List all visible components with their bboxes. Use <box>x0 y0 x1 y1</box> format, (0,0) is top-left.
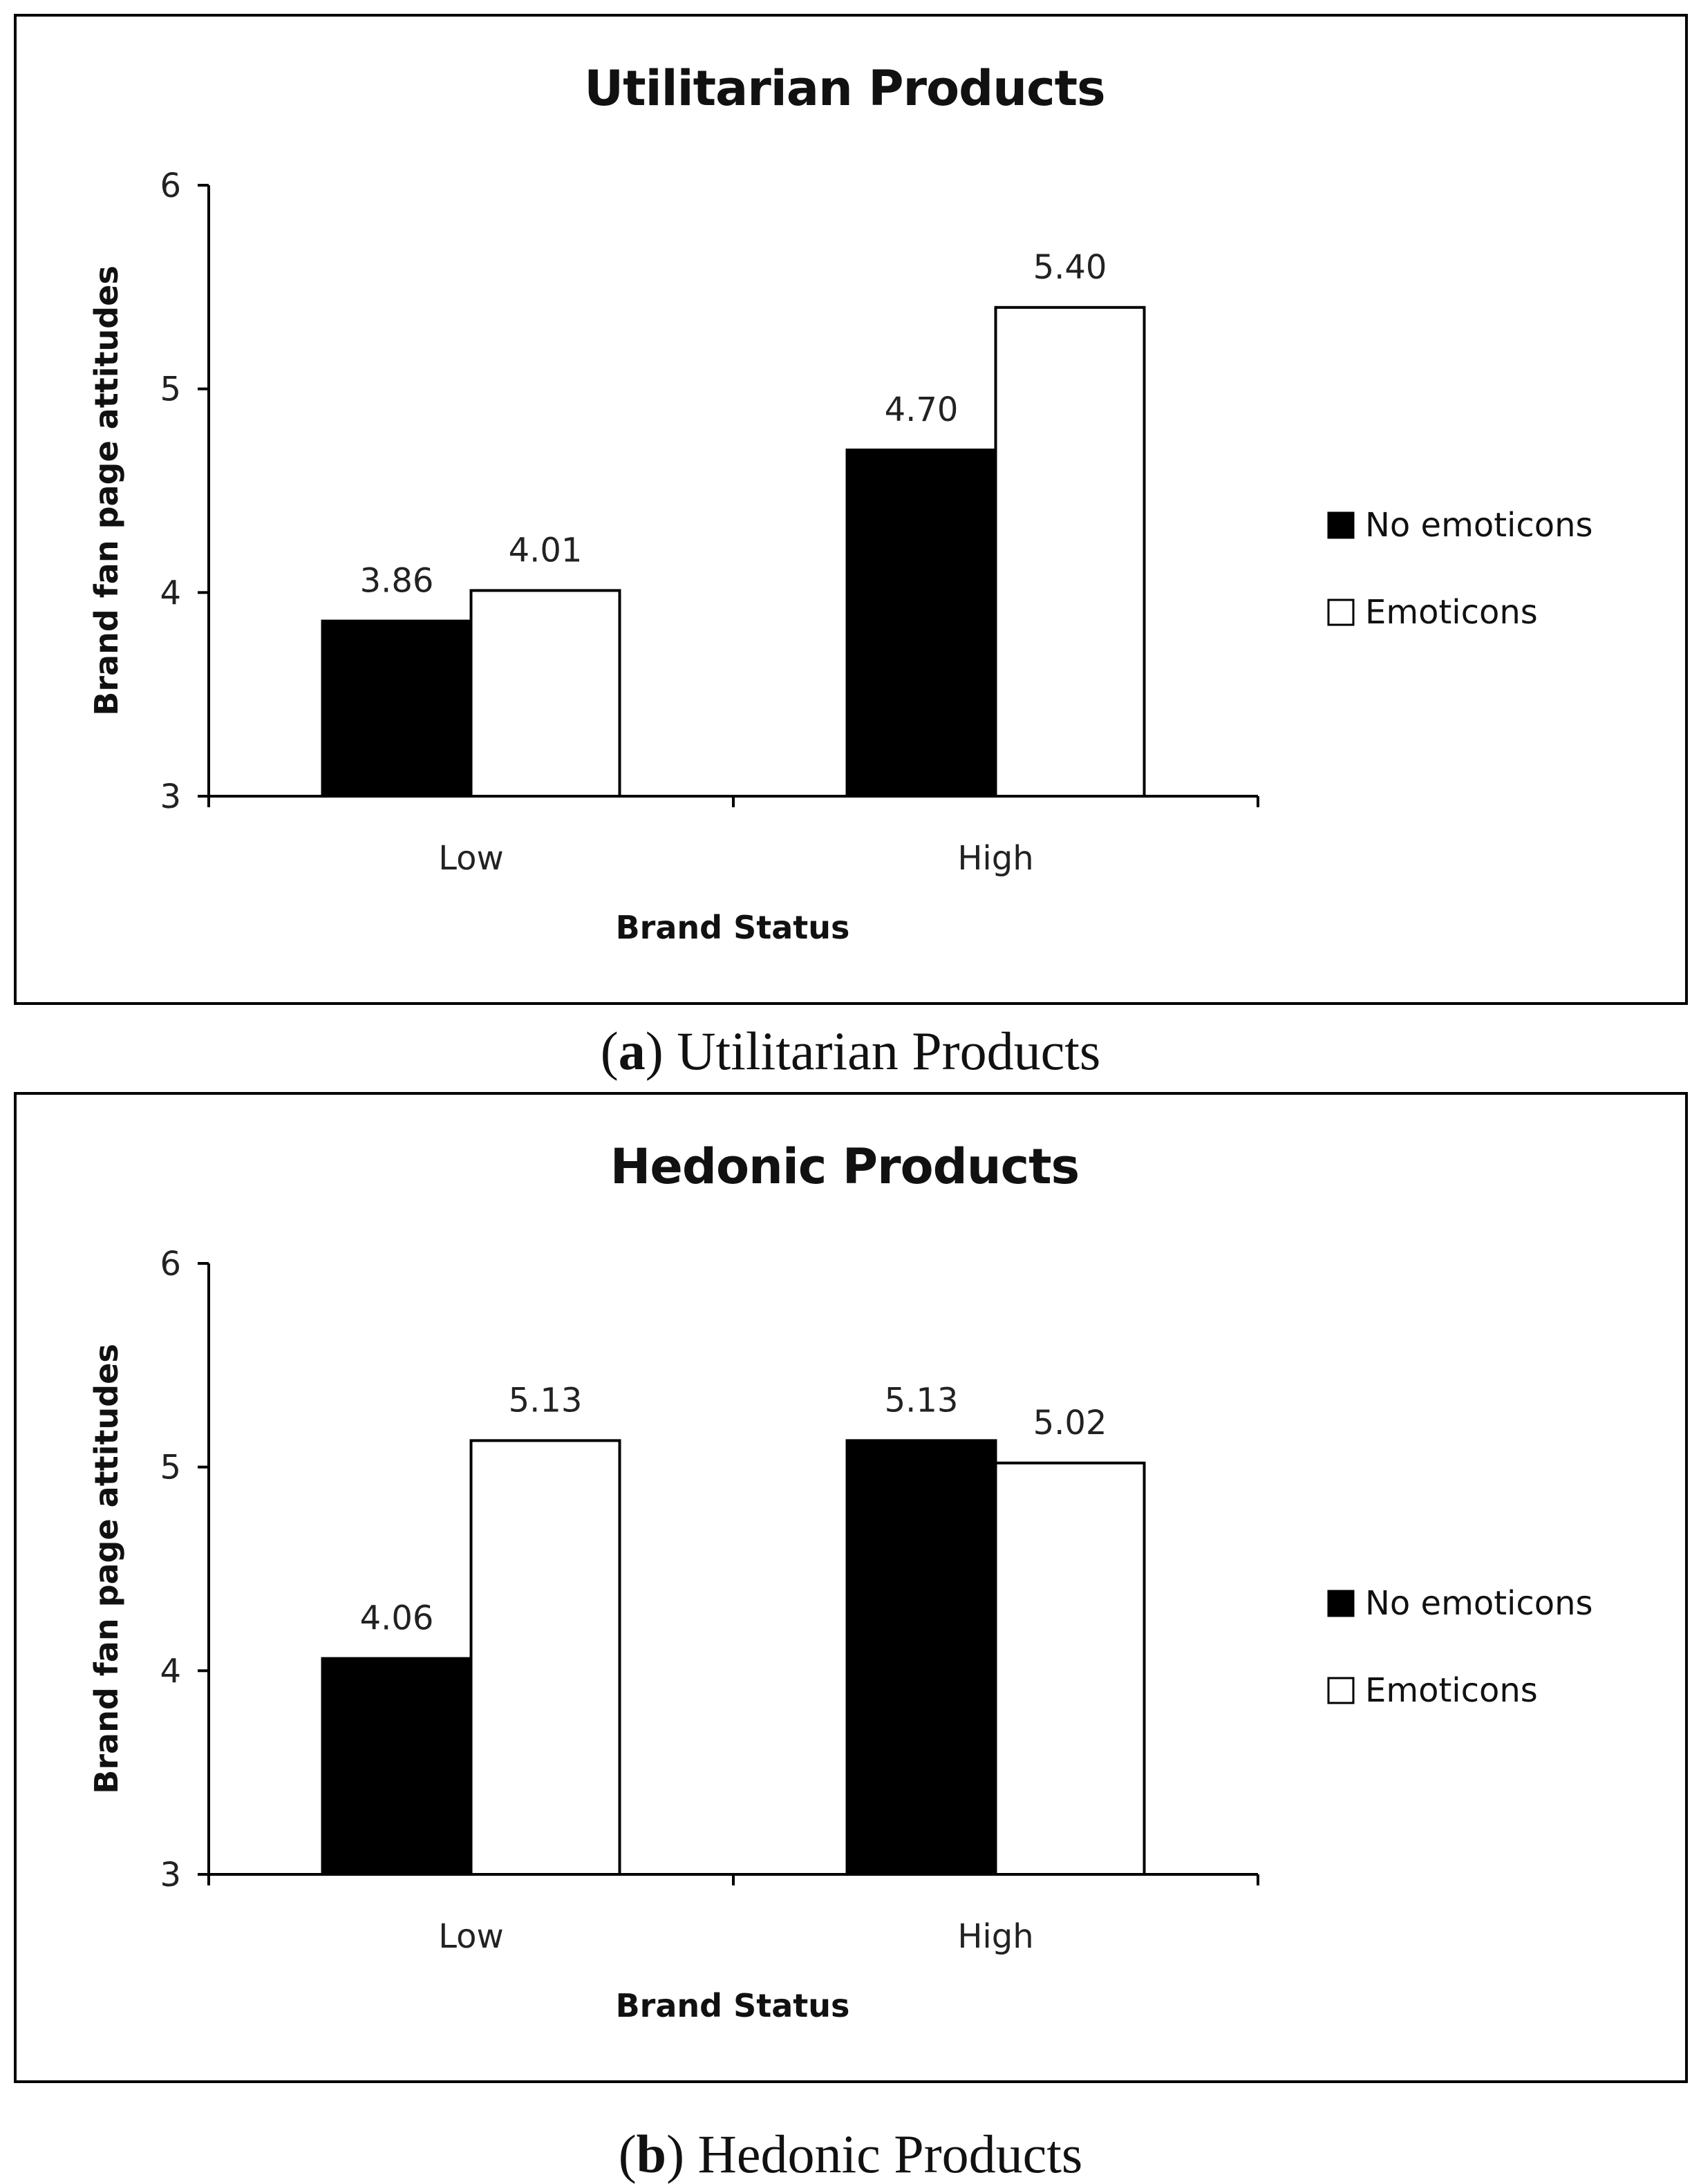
legend-label: No emoticons <box>1365 506 1593 545</box>
bar-emoticons <box>994 305 1146 798</box>
data-label: 4.70 <box>885 390 959 429</box>
data-label: 4.01 <box>509 531 583 569</box>
y-tick-label: 3 <box>160 778 181 816</box>
y-tick-label: 6 <box>160 167 181 205</box>
x-category-label: Low <box>438 1917 504 1956</box>
x-axis-label: Brand Status <box>616 1987 850 2024</box>
x-category-label: High <box>957 839 1033 878</box>
bar-emoticons <box>469 1439 621 1876</box>
caption-text: Hedonic Products <box>697 2124 1083 2184</box>
chart-panel-utilitarian: Utilitarian Products Brand fan page attit… <box>0 0 1701 1064</box>
data-label: 5.13 <box>885 1381 959 1420</box>
y-tick-label: 4 <box>160 574 181 612</box>
data-label: 4.06 <box>360 1599 434 1638</box>
bar-no-emoticons <box>321 1657 473 1876</box>
chart-hedonic: Hedonic Products Brand fan page attitudes… <box>14 1092 1688 2083</box>
legend-label: Emoticons <box>1365 1671 1538 1710</box>
legend-swatch <box>1327 599 1355 626</box>
bar-emoticons <box>994 1461 1146 1876</box>
x-category-label: Low <box>438 839 504 878</box>
chart-title: Utilitarian Products <box>584 60 1105 117</box>
y-tick-label: 5 <box>160 1449 181 1487</box>
y-tick-label: 3 <box>160 1856 181 1894</box>
y-axis-label: Brand fan page attitudes <box>88 265 125 715</box>
caption-letter: a <box>618 1021 646 1081</box>
bar-emoticons <box>469 589 621 798</box>
bar-no-emoticons <box>845 1439 997 1876</box>
y-tick-label: 5 <box>160 370 181 409</box>
legend-swatch <box>1327 1590 1355 1617</box>
x-category-label: High <box>957 1917 1033 1956</box>
figure-caption-a: (a) Utilitarian Products <box>600 1021 1101 1081</box>
legend-swatch <box>1327 511 1355 539</box>
figure-caption-b: (b) Hedonic Products <box>618 2124 1083 2184</box>
chart-panel-hedonic: Hedonic Products Brand fan page attitudes… <box>0 1078 1701 2143</box>
legend-label: No emoticons <box>1365 1584 1593 1623</box>
caption-text: Utilitarian Products <box>677 1021 1101 1081</box>
chart-title: Hedonic Products <box>610 1138 1079 1195</box>
legend-label: Emoticons <box>1365 593 1538 632</box>
bar-no-emoticons <box>321 619 473 798</box>
caption-letter: b <box>636 2124 667 2184</box>
y-axis-label: Brand fan page attitudes <box>88 1344 125 1794</box>
bar-no-emoticons <box>845 449 997 798</box>
x-axis-label: Brand Status <box>616 909 850 946</box>
y-tick-label: 6 <box>160 1245 181 1283</box>
data-label: 5.13 <box>509 1381 583 1420</box>
data-label: 3.86 <box>360 562 434 601</box>
chart-utilitarian: Utilitarian Products Brand fan page attit… <box>14 14 1688 1005</box>
data-label: 5.40 <box>1033 248 1107 287</box>
y-tick-label: 4 <box>160 1652 181 1691</box>
legend-swatch <box>1327 1677 1355 1704</box>
data-label: 5.02 <box>1033 1404 1107 1442</box>
